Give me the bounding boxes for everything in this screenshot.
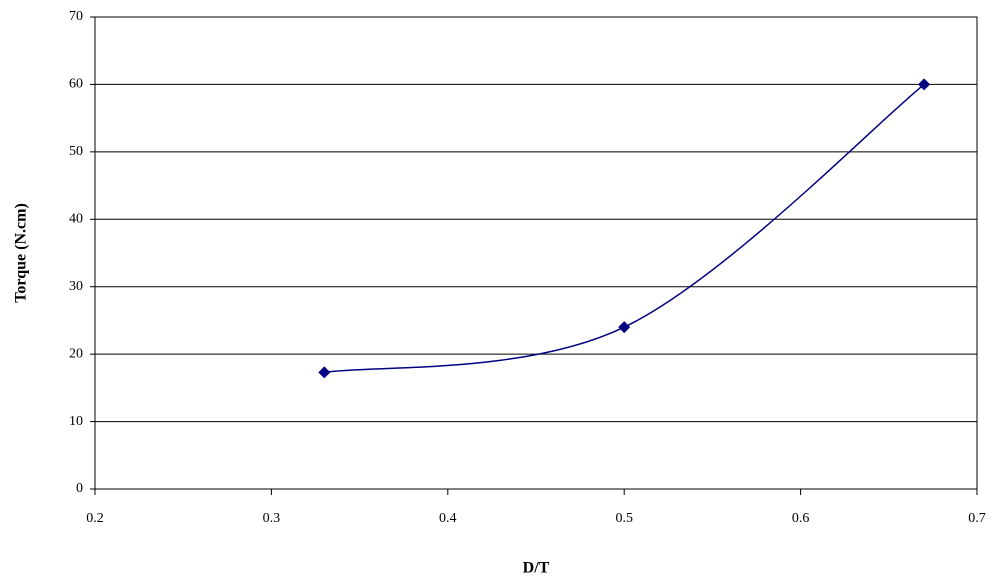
y-tick-label: 20 <box>69 346 83 361</box>
y-tick-label: 70 <box>69 9 83 24</box>
y-tick-label: 0 <box>76 481 83 496</box>
x-tick-label: 0.2 <box>86 511 104 526</box>
x-tick-label: 0.4 <box>439 511 457 526</box>
y-tick-label: 50 <box>69 144 83 159</box>
x-axis-title: D/T <box>523 560 550 577</box>
data-point <box>618 321 630 333</box>
y-tick-label: 10 <box>69 414 83 429</box>
x-tick-label: 0.3 <box>263 511 281 526</box>
x-tick-label: 0.7 <box>968 511 986 526</box>
y-tick-label: 60 <box>69 77 83 92</box>
chart: D/T Torque (N.cm) 0 10 20 30 40 50 60 70 0.2 0.3 0… <box>0 0 993 581</box>
y-tick-label: 30 <box>69 279 83 294</box>
plot-frame <box>95 17 977 489</box>
x-tick-label: 0.5 <box>615 511 633 526</box>
page: {"chart_data": {"type": "scatter", "smoo… <box>0 0 993 581</box>
y-axis-title: Torque (N.cm) <box>13 203 30 303</box>
data-point <box>318 366 330 378</box>
x-tick-label: 0.6 <box>792 511 810 526</box>
y-tick-label: 40 <box>69 212 83 227</box>
